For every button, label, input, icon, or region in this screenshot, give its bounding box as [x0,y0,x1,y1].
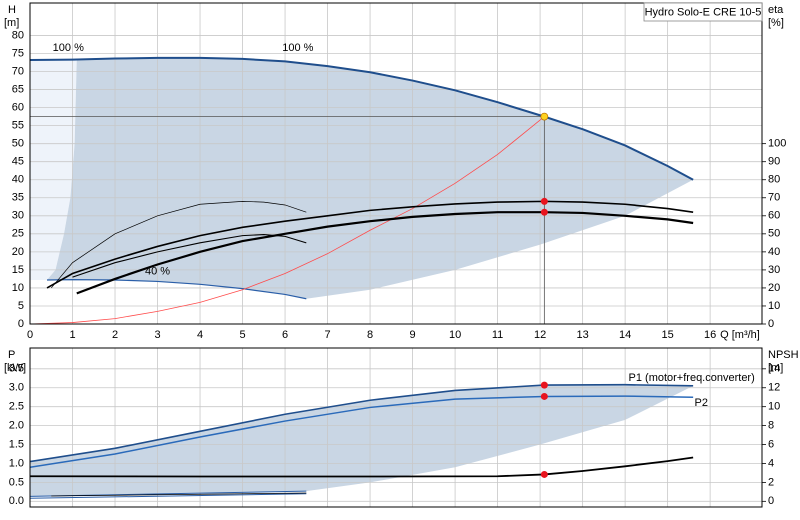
y-tick-label: 10 [12,282,24,294]
operating-point [540,392,548,400]
curve [46,279,307,300]
y-axis-unit: [m] [4,17,19,29]
y-tick-label: 3.5 [9,363,24,375]
y-tick-label: 5 [18,300,24,312]
series-name: P2 [695,397,708,409]
operating-point [540,381,548,389]
curve [72,234,307,278]
x-tick-label: 9 [410,329,416,341]
x-tick-label: 15 [662,329,674,341]
annotation: 100 % [53,42,84,54]
x-tick-label: 14 [619,329,631,341]
x-tick-label: 6 [282,329,288,341]
y2-tick-label: 10 [768,300,780,312]
plot-frame [29,2,763,325]
operating-area [30,384,694,497]
y2-tick-label: 8 [768,420,774,432]
x-tick-label: 4 [197,329,203,341]
y-tick-label: 75 [12,47,24,59]
plot-frame [29,347,763,508]
y-tick-label: 30 [12,210,24,222]
y2-axis-unit: [%] [768,17,784,29]
y2-tick-label: 12 [768,382,780,394]
x-tick-label: 7 [324,329,330,341]
operating-point [540,208,548,216]
y2-tick-label: 40 [768,246,780,258]
curve [50,201,307,289]
y-tick-label: 70 [12,65,24,77]
y-tick-label: 60 [12,102,24,114]
y2-tick-label: 0 [768,318,774,330]
curve [30,493,307,499]
curve [30,56,694,181]
y-tick-label: 40 [12,174,24,186]
x-tick-label: 2 [112,329,118,341]
curve [30,116,545,324]
y-tick-label: 0.5 [9,476,24,488]
operating-point [540,112,549,121]
y-tick-label: 2.5 [9,401,24,413]
y2-tick-label: 50 [768,228,780,240]
y2-tick-label: 20 [768,282,780,294]
y2-tick-label: 70 [768,192,780,204]
operating-point [540,470,548,478]
y-tick-label: 0.0 [9,495,24,507]
curve [30,383,694,463]
curve [76,211,694,295]
y-tick-label: 50 [12,138,24,150]
y-axis-unit: [kW] [4,362,26,374]
y2-tick-label: 4 [768,457,774,469]
x-tick-label: 5 [239,329,245,341]
y-tick-label: 35 [12,192,24,204]
y2-tick-label: 14 [768,363,780,375]
y2-axis-unit: [m] [768,362,783,374]
y-tick-label: 1.5 [9,438,24,450]
series-name: 40 % [145,266,170,278]
x-tick-label: 3 [154,329,160,341]
x-tick-label: 11 [492,329,503,341]
y2-tick-label: 90 [768,156,780,168]
y2-tick-label: 100 [768,138,786,150]
y-tick-label: 25 [12,228,24,240]
y2-tick-label: 60 [768,210,780,222]
title-box [643,2,763,22]
y-axis-label: H [8,4,16,16]
x-tick-label: 0 [27,329,33,341]
x-tick-label: 13 [576,329,588,341]
y2-tick-label: 30 [768,264,780,276]
y-tick-label: 55 [12,120,24,132]
y2-tick-label: 2 [768,476,774,488]
curve [51,492,307,497]
y-tick-label: 45 [12,156,24,168]
y2-axis-label: eta [768,4,784,16]
series-name: 100 % [282,42,313,54]
y-tick-label: 65 [12,83,24,95]
y2-tick-label: 6 [768,438,774,450]
x-tick-label: 10 [449,329,461,341]
x-tick-label: 8 [367,329,373,341]
y-tick-label: 1.0 [9,457,24,469]
x-axis-label: Q [m³/h] [720,329,760,341]
y2-tick-label: 80 [768,174,780,186]
operating-area [30,59,77,280]
y-tick-label: 3.0 [9,382,24,394]
y-axis-label: P [8,349,15,361]
y2-axis-label: NPSH [768,349,799,361]
curve [46,200,694,289]
y2-tick-label: 10 [768,401,780,413]
y2-tick-label: 0 [768,495,774,507]
y-tick-label: 80 [12,29,24,41]
y-tick-label: 0 [18,318,24,330]
y-tick-label: 2.0 [9,420,24,432]
x-tick-label: 1 [69,329,75,341]
y-tick-label: 15 [12,264,24,276]
series-name: P1 (motor+freq.converter) [629,372,755,384]
operating-point [540,197,548,205]
chart-title: Hydro Solo-E CRE 10-5 [645,6,762,18]
x-tick-label: 16 [704,329,716,341]
x-tick-label: 12 [534,329,546,341]
curve [30,395,694,468]
y-tick-label: 20 [12,246,24,258]
